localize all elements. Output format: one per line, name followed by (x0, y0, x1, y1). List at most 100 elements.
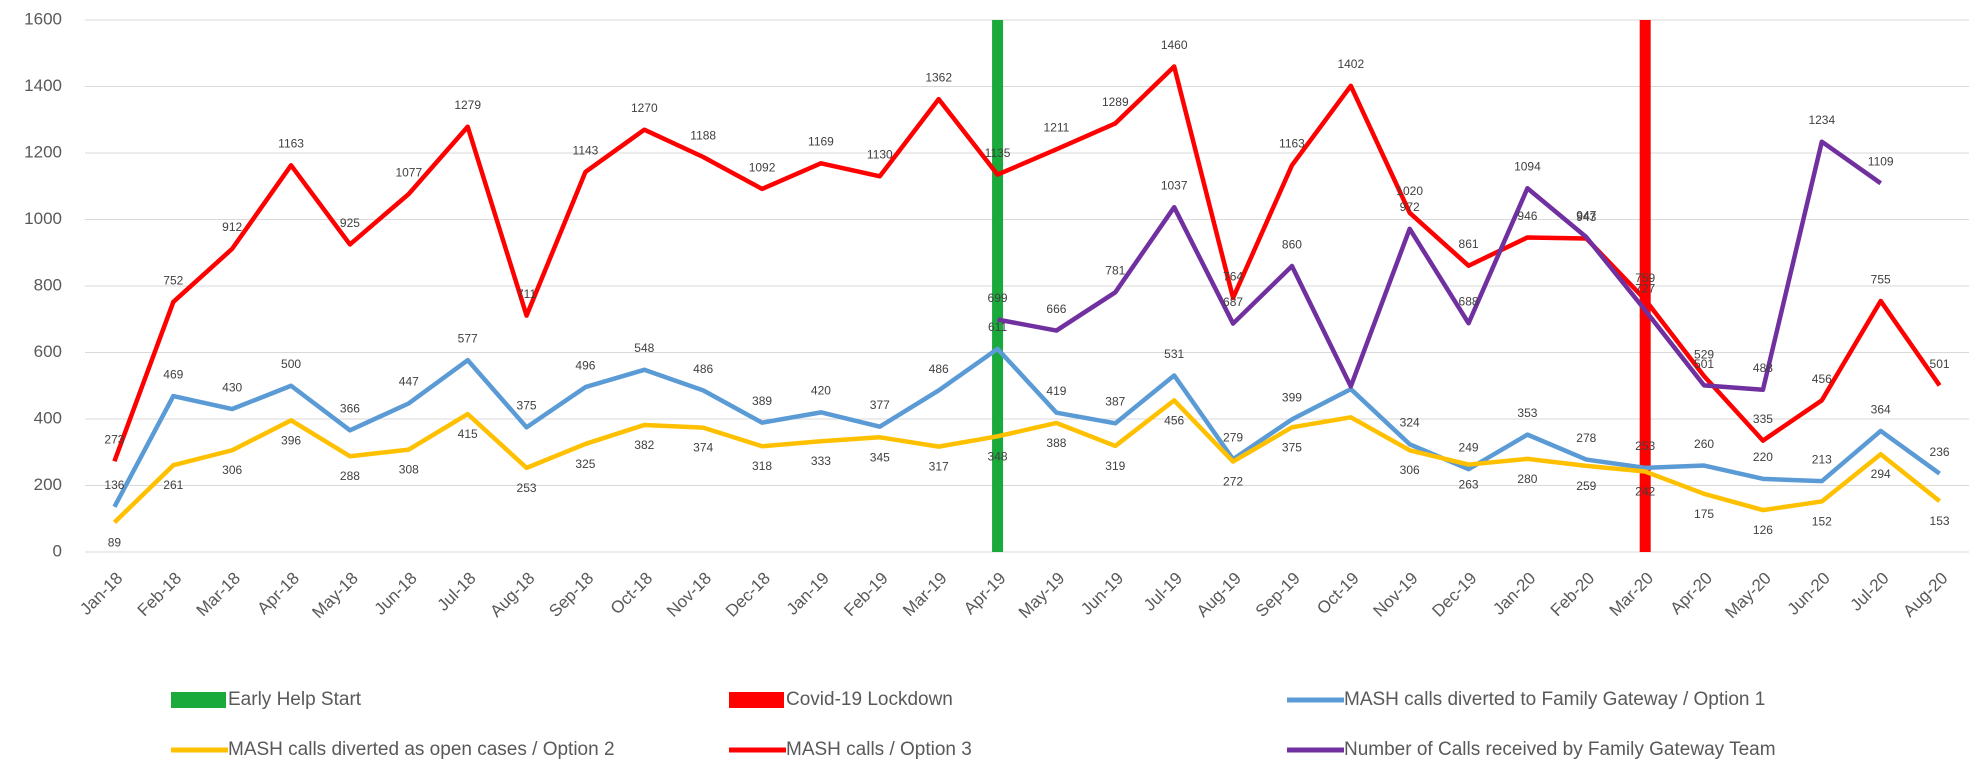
x-tick-label: Jun-19 (1077, 569, 1127, 619)
y-tick-label: 0 (53, 541, 62, 560)
data-label: 419 (1046, 384, 1066, 398)
data-label: 399 (1282, 391, 1302, 405)
y-tick-label: 400 (34, 408, 62, 427)
data-label: 1270 (631, 101, 658, 115)
data-label: 415 (458, 427, 478, 441)
data-label: 388 (1046, 436, 1066, 450)
data-label: 353 (1517, 406, 1537, 420)
data-label: 279 (1223, 431, 1243, 445)
y-tick-label: 800 (34, 275, 62, 294)
data-label: 488 (1753, 361, 1773, 375)
data-label: 1289 (1102, 95, 1129, 109)
data-label: 317 (929, 460, 949, 474)
x-tick-label: Sep-19 (1252, 569, 1304, 621)
data-label: 1077 (395, 165, 422, 179)
data-label: 912 (222, 220, 242, 234)
data-label: 456 (1812, 372, 1832, 386)
data-label: 1020 (1396, 184, 1423, 198)
data-label: 486 (929, 362, 949, 376)
data-label: 387 (1105, 395, 1125, 409)
legend-label: MASH calls / Option 3 (786, 739, 972, 760)
data-label: 272 (1223, 475, 1243, 489)
x-tick-label: Apr-18 (254, 569, 304, 619)
x-tick-label: Dec-18 (722, 569, 774, 621)
x-tick-label: Jul-18 (434, 569, 480, 615)
data-label: 294 (1871, 467, 1891, 481)
data-label: 500 (281, 357, 301, 371)
data-label: 273 (104, 433, 124, 447)
data-label: 260 (1694, 437, 1714, 451)
data-label: 699 (988, 291, 1008, 305)
series-line (112, 398, 1941, 525)
legend-swatch (729, 692, 784, 708)
x-tick-label: Jan-19 (783, 569, 833, 619)
data-label: 1143 (573, 143, 599, 157)
data-label: 396 (281, 433, 301, 447)
data-label: 759 (1635, 271, 1655, 285)
x-tick-label: Aug-20 (1899, 569, 1951, 621)
x-tick-label: May-18 (308, 569, 362, 623)
data-label: 1362 (925, 71, 952, 85)
data-label: 1135 (985, 146, 1011, 160)
data-label: 781 (1105, 264, 1125, 278)
legend-label: Early Help Start (228, 689, 362, 710)
data-label: 1279 (454, 98, 481, 112)
y-tick-label: 1600 (24, 9, 62, 28)
data-label: 152 (1812, 514, 1832, 528)
data-label: 1460 (1161, 38, 1188, 52)
x-tick-label: Jun-18 (371, 569, 421, 619)
data-label: 366 (340, 402, 360, 416)
data-label: 943 (1576, 210, 1596, 224)
data-label: 306 (222, 463, 242, 477)
data-label: 377 (870, 398, 890, 412)
x-tick-label: May-20 (1721, 569, 1775, 623)
data-label: 860 (1282, 237, 1302, 251)
x-tick-label: Mar-20 (1606, 569, 1658, 621)
data-label: 324 (1400, 416, 1420, 430)
data-label: 364 (1871, 402, 1891, 416)
x-tick-label: Feb-20 (1547, 569, 1599, 621)
data-label: 548 (634, 341, 654, 355)
data-label: 711 (517, 287, 536, 301)
data-label: 420 (811, 384, 831, 398)
data-label: 1092 (749, 160, 776, 174)
x-tick-label: Oct-18 (607, 569, 657, 619)
x-tick-label: Jun-20 (1784, 569, 1834, 619)
data-label: 469 (163, 367, 183, 381)
data-label: 318 (752, 459, 772, 473)
data-label: 253 (517, 481, 537, 495)
y-tick-label: 600 (34, 342, 62, 361)
data-label: 1402 (1337, 57, 1364, 71)
x-tick-label: Jul-19 (1140, 569, 1186, 615)
data-label: 288 (340, 469, 360, 483)
data-label: 861 (1459, 237, 1479, 251)
data-label: 278 (1576, 431, 1596, 445)
x-tick-label: Mar-19 (899, 569, 951, 621)
data-label: 249 (1459, 441, 1479, 455)
legend-label: Covid-19 Lockdown (786, 689, 953, 710)
data-label: 375 (517, 399, 537, 413)
x-tick-label: Oct-19 (1313, 569, 1363, 619)
data-label: 280 (1517, 472, 1537, 486)
data-label: 1163 (278, 137, 304, 151)
data-label: 348 (988, 449, 1008, 463)
data-label: 496 (575, 358, 595, 372)
data-label: 447 (399, 375, 419, 389)
y-tick-label: 200 (34, 475, 62, 494)
data-label: 531 (1164, 347, 1184, 361)
data-label: 389 (752, 394, 772, 408)
x-tick-label: Jul-20 (1847, 569, 1893, 615)
data-label: 577 (458, 332, 478, 346)
data-label: 947 (1576, 208, 1596, 222)
data-label: 242 (1635, 485, 1655, 499)
x-tick-label: Feb-19 (840, 569, 892, 621)
data-label: 501 (1694, 357, 1714, 371)
legend-label: MASH calls diverted as open cases / Opti… (228, 739, 615, 760)
data-label: 1130 (867, 148, 893, 162)
legend-label: MASH calls diverted to Family Gateway / … (1344, 689, 1765, 710)
data-label: 727 (1635, 282, 1655, 296)
x-tick-label: May-19 (1015, 569, 1069, 623)
data-label: 946 (1517, 209, 1537, 223)
y-tick-label: 1000 (24, 209, 62, 228)
